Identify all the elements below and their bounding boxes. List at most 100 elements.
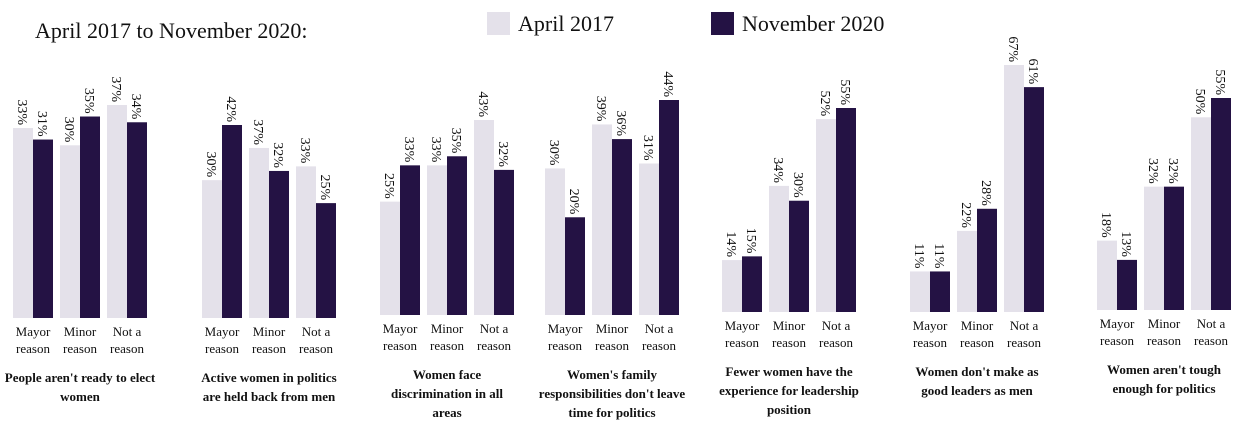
data-label: 55% — [1212, 69, 1227, 95]
data-label: 37% — [108, 76, 123, 102]
chart-title: Women aren't tough enough for politics — [1107, 362, 1221, 396]
data-label: 61% — [1025, 58, 1040, 84]
data-label: 22% — [958, 202, 973, 228]
data-label: 30% — [790, 172, 805, 198]
bar — [474, 120, 494, 315]
bar — [836, 108, 856, 312]
bar — [202, 180, 222, 318]
legend-label: April 2017 — [518, 11, 614, 36]
bar — [316, 203, 336, 318]
data-label: 44% — [660, 71, 675, 97]
data-label: 25% — [381, 173, 396, 199]
data-label: 43% — [475, 91, 490, 117]
category-label: Minor reason — [1147, 316, 1181, 348]
data-label: 20% — [566, 189, 581, 215]
bar — [296, 166, 316, 318]
bar — [269, 170, 289, 318]
bar — [545, 168, 565, 315]
data-label: 50% — [1192, 89, 1207, 115]
category-label: Mayor reason — [547, 321, 583, 353]
bar — [930, 271, 950, 312]
category-label: Not a reason — [642, 321, 676, 353]
category-label: Not a reason — [819, 318, 853, 350]
bar — [769, 185, 789, 312]
data-label: 34% — [128, 94, 143, 120]
category-label: Not a reason — [110, 324, 144, 356]
bar — [1211, 98, 1231, 310]
bar — [33, 139, 53, 318]
category-label: Minor reason — [63, 324, 97, 356]
bar — [789, 200, 809, 312]
chart-title: People aren't ready to elect women — [4, 370, 156, 404]
bar — [380, 201, 400, 315]
category-label: Mayor reason — [382, 321, 418, 353]
chart-title: Women's family responsibilities don't le… — [538, 367, 686, 420]
bar — [1024, 87, 1044, 312]
data-label: 42% — [223, 96, 238, 122]
category-label: Not a reason — [1194, 316, 1228, 348]
data-label: 67% — [1005, 36, 1020, 62]
data-label: 30% — [61, 117, 76, 143]
category-label: Mayor reason — [724, 318, 760, 350]
data-label: 25% — [317, 174, 332, 200]
bar — [1004, 65, 1024, 312]
bar — [1117, 259, 1137, 310]
bar — [816, 119, 836, 312]
chart-title: Fewer women have the experience for lead… — [719, 364, 859, 417]
bar — [742, 256, 762, 312]
category-label: Mayor reason — [1099, 316, 1135, 348]
data-label: 14% — [723, 231, 738, 257]
data-label: 28% — [978, 180, 993, 206]
category-label: Minor reason — [430, 321, 464, 353]
bar — [910, 271, 930, 312]
bar — [60, 145, 80, 318]
data-label: 34% — [770, 157, 785, 183]
data-label: 15% — [743, 228, 758, 254]
bar — [957, 230, 977, 312]
category-label: Not a reason — [299, 324, 333, 356]
bar — [639, 163, 659, 315]
chart-title: Women don't make as good leaders as men — [915, 364, 1039, 398]
chart-title: Women face discrimination in all areas — [391, 367, 503, 420]
bar — [222, 125, 242, 318]
data-label: 13% — [1118, 231, 1133, 257]
chart-title: Active women in politics are held back f… — [201, 370, 337, 404]
bar — [722, 260, 742, 312]
data-label: 52% — [817, 90, 832, 116]
category-label: Minor reason — [960, 318, 994, 350]
category-label: Not a reason — [477, 321, 511, 353]
data-label: 55% — [837, 79, 852, 105]
data-label: 37% — [250, 119, 265, 145]
category-label: Minor reason — [595, 321, 629, 353]
bar — [659, 100, 679, 315]
category-label: Mayor reason — [204, 324, 240, 356]
bar — [107, 105, 127, 318]
legend-label: November 2020 — [742, 11, 884, 36]
data-label: 31% — [34, 111, 49, 137]
bar — [80, 116, 100, 318]
legend-swatch — [487, 12, 510, 35]
bar — [565, 217, 585, 315]
data-label: 30% — [546, 140, 561, 166]
bar — [13, 128, 33, 318]
data-label: 35% — [81, 88, 96, 114]
data-label: 33% — [14, 99, 29, 125]
data-label: 32% — [495, 141, 510, 167]
bar — [1164, 186, 1184, 310]
data-label: 31% — [640, 135, 655, 161]
bar — [1097, 240, 1117, 310]
bar — [592, 124, 612, 315]
data-label: 32% — [1165, 158, 1180, 184]
bar — [494, 169, 514, 315]
category-label: Mayor reason — [15, 324, 51, 356]
data-label: 30% — [203, 151, 218, 177]
category-label: Minor reason — [252, 324, 286, 356]
page-title: April 2017 to November 2020: — [35, 18, 308, 43]
data-label: 35% — [448, 128, 463, 154]
bar — [1191, 117, 1211, 310]
bar — [612, 139, 632, 315]
bar — [127, 122, 147, 319]
data-label: 36% — [613, 110, 628, 136]
